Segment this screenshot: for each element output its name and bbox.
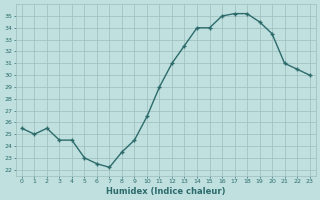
X-axis label: Humidex (Indice chaleur): Humidex (Indice chaleur) [106,187,226,196]
